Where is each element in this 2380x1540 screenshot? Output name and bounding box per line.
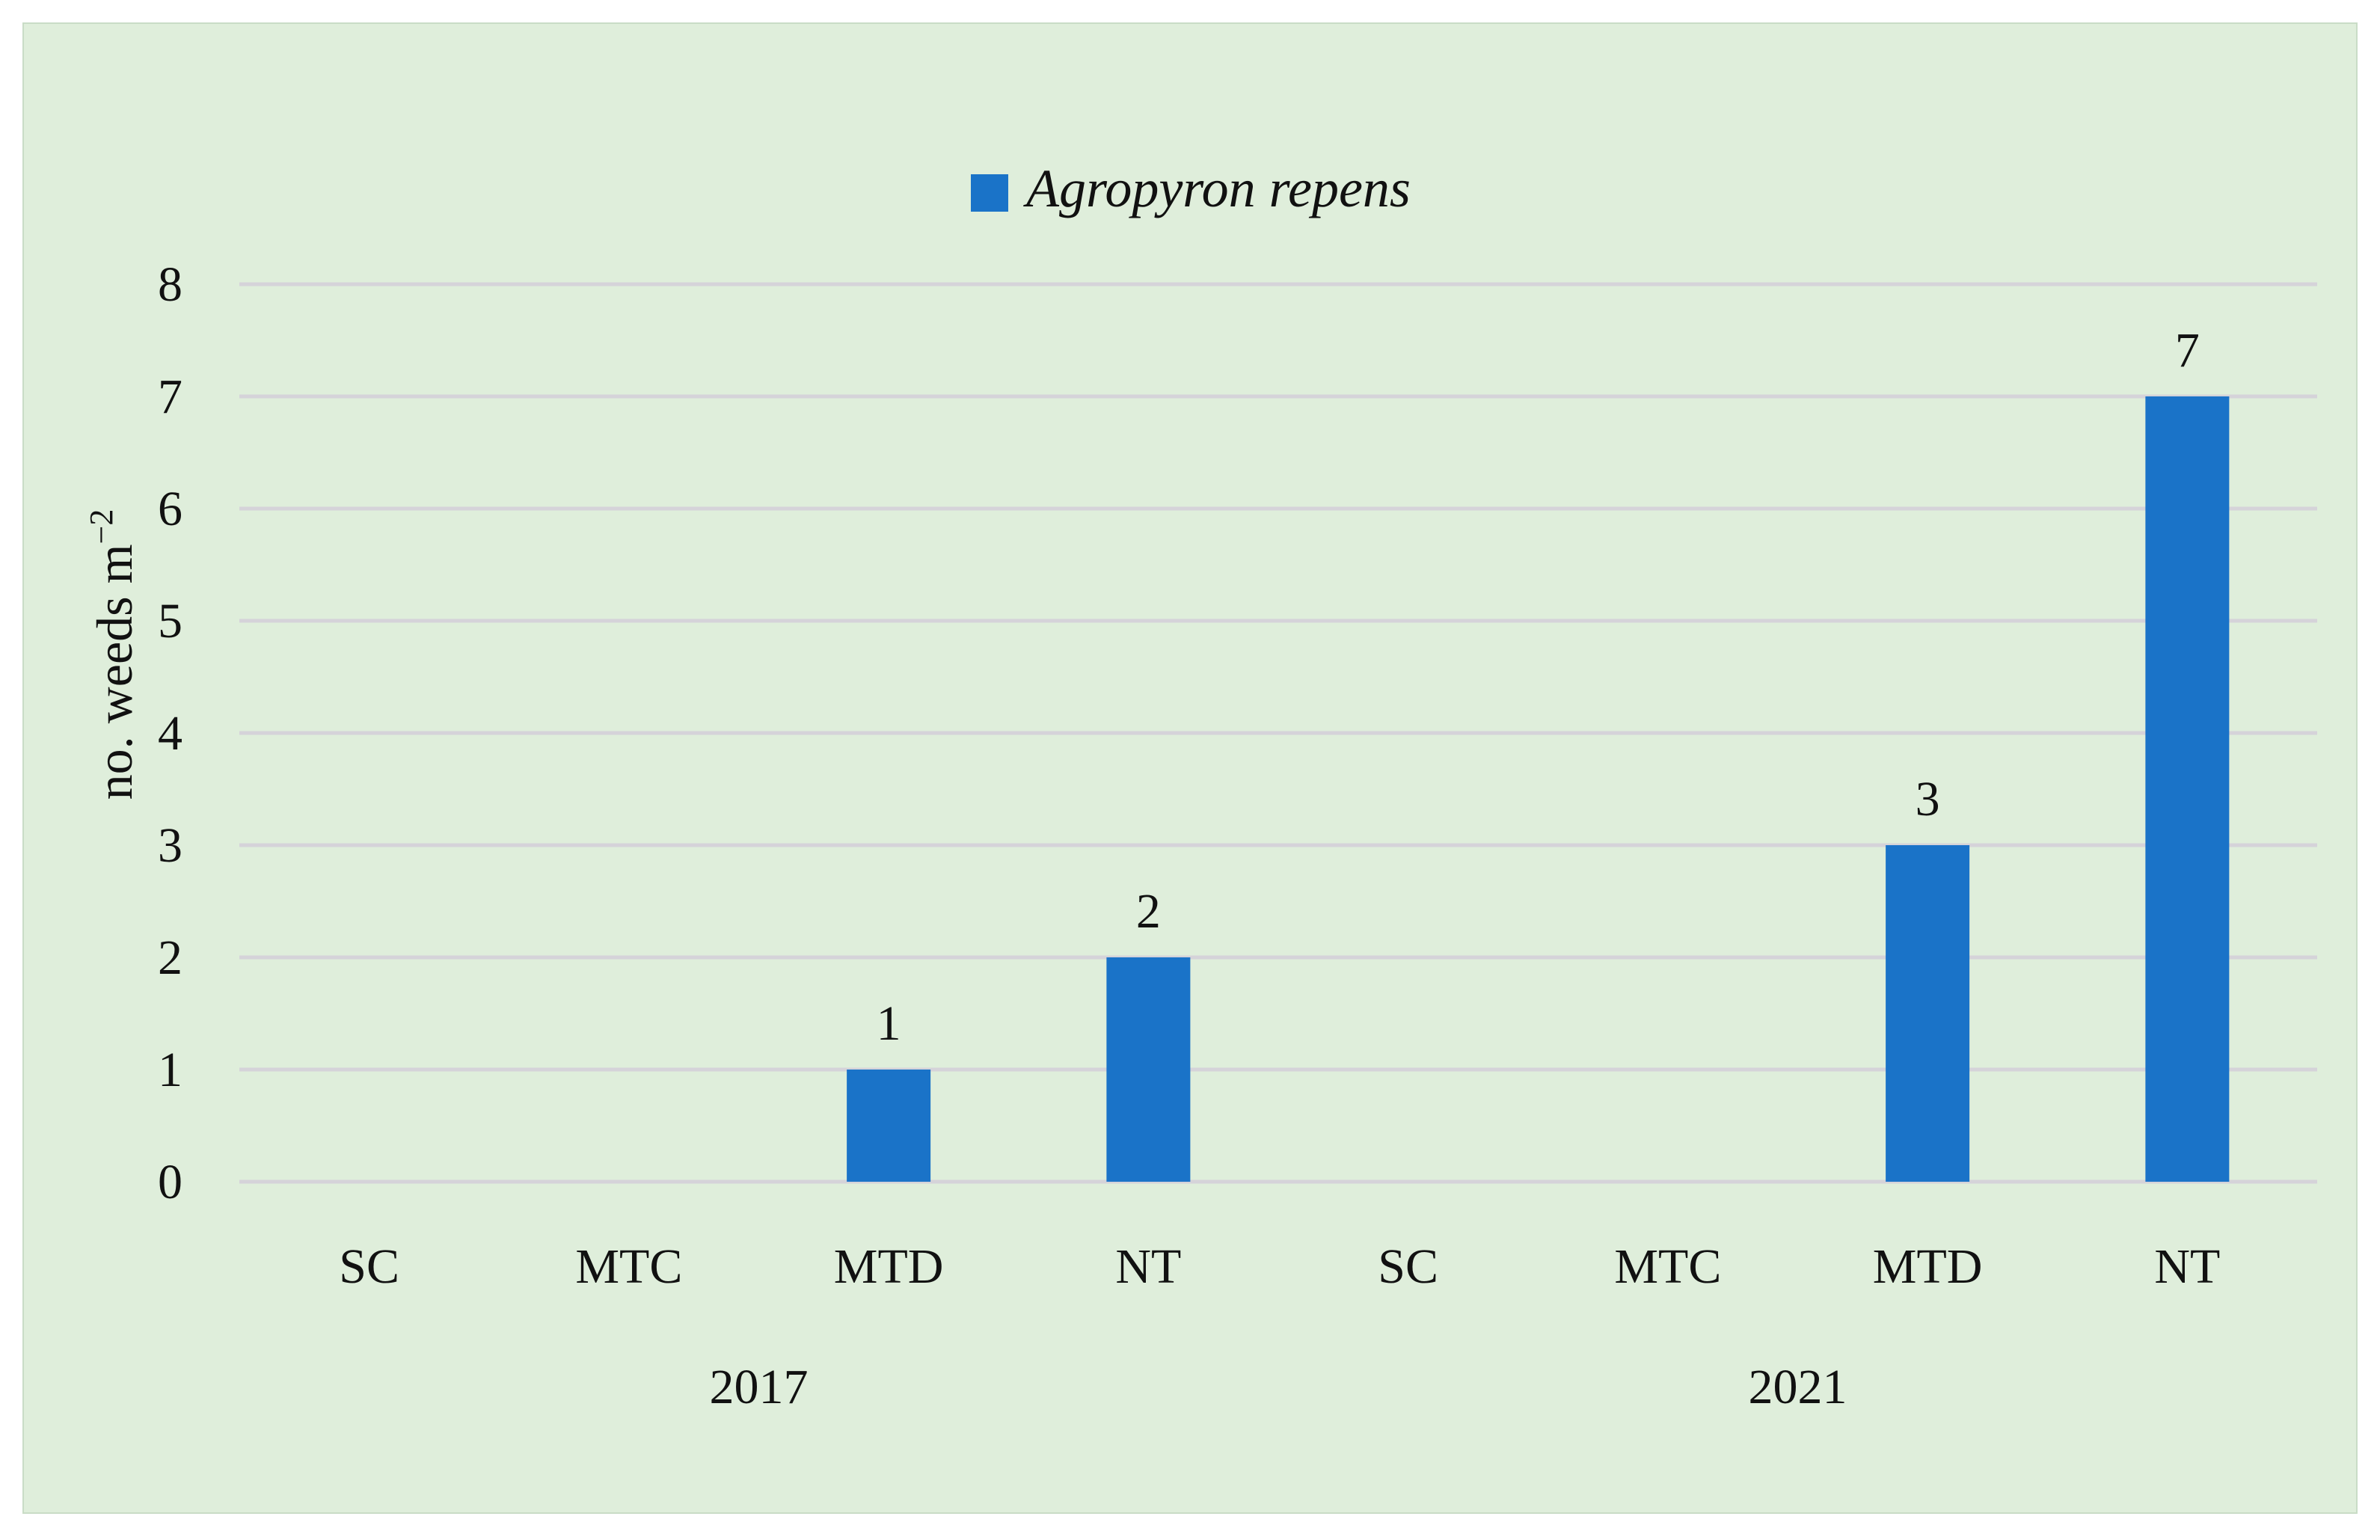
x-tick-label: SC — [1378, 1239, 1438, 1294]
y-tick-label: 6 — [158, 482, 183, 536]
x-tick-label: MTD — [1873, 1239, 1983, 1294]
y-tick-label: 4 — [158, 706, 183, 761]
bars — [847, 396, 2230, 1182]
x-tick-label: SC — [339, 1239, 399, 1294]
data-label: 7 — [2175, 323, 2200, 378]
bar — [1106, 957, 1191, 1182]
y-axis-title-superscript: −2 — [83, 509, 120, 544]
y-tick-label: 3 — [158, 818, 183, 873]
x-tick-label: NT — [2154, 1239, 2220, 1294]
bar — [1886, 845, 1970, 1182]
x-group-label: 2021 — [1749, 1360, 1847, 1414]
data-label: 3 — [1916, 772, 1940, 826]
bar — [2145, 396, 2230, 1182]
x-group-label: 2017 — [710, 1360, 809, 1414]
chart-panel — [22, 22, 2358, 1514]
x-tick-label: MTC — [1614, 1239, 1721, 1294]
y-axis-title: no. weeds m−2 — [83, 509, 143, 800]
labels: 0 1 2 3 4 5 6 7 8 1 2 3 7 SC MTC MTD NT SC MTC MTD NT 2017 202… — [158, 257, 2220, 1414]
legend: Agropyron repens — [971, 159, 1411, 218]
legend-label: Agropyron repens — [1023, 159, 1411, 218]
y-tick-label: 5 — [158, 594, 183, 648]
x-tick-label: MTC — [575, 1239, 682, 1294]
y-tick-label: 7 — [158, 369, 183, 424]
legend-swatch — [971, 174, 1008, 212]
x-tick-label: NT — [1115, 1239, 1181, 1294]
y-tick-label: 0 — [158, 1155, 183, 1209]
y-tick-label: 8 — [158, 257, 183, 312]
y-axis-title-text: no. weeds m — [86, 544, 143, 800]
y-tick-label: 2 — [158, 930, 183, 985]
x-tick-label: MTD — [834, 1239, 944, 1294]
data-label: 2 — [1136, 884, 1161, 939]
data-label: 1 — [877, 996, 901, 1051]
bar — [847, 1070, 931, 1182]
y-tick-label: 1 — [158, 1043, 183, 1097]
gridlines — [239, 282, 2317, 1184]
